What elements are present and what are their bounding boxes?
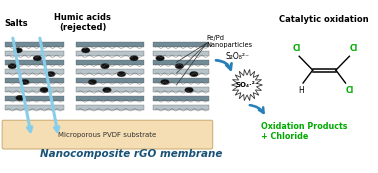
Bar	[76, 96, 144, 101]
Text: Cl: Cl	[293, 44, 301, 53]
Ellipse shape	[46, 71, 55, 77]
Ellipse shape	[161, 79, 169, 85]
Ellipse shape	[175, 63, 184, 69]
Bar	[76, 42, 144, 47]
Ellipse shape	[88, 79, 97, 85]
Bar	[76, 51, 144, 56]
Bar	[5, 42, 64, 47]
Bar	[76, 87, 144, 92]
Ellipse shape	[15, 95, 24, 101]
Ellipse shape	[40, 87, 48, 93]
Polygon shape	[232, 69, 262, 101]
Text: Humic acids
(rejected): Humic acids (rejected)	[54, 13, 111, 32]
Bar	[153, 51, 209, 56]
Text: Salts: Salts	[5, 19, 28, 28]
Bar	[5, 105, 64, 110]
Bar	[76, 69, 144, 74]
Bar	[5, 69, 64, 74]
Ellipse shape	[101, 63, 109, 69]
Text: Nanocomposite rGO membrane: Nanocomposite rGO membrane	[40, 149, 222, 159]
Bar	[153, 96, 209, 101]
Bar	[153, 69, 209, 74]
Ellipse shape	[117, 71, 126, 77]
FancyBboxPatch shape	[2, 120, 213, 149]
Ellipse shape	[189, 71, 198, 77]
Ellipse shape	[33, 56, 42, 61]
Ellipse shape	[8, 63, 17, 69]
Bar	[153, 87, 209, 92]
Text: S₂O₈²⁻: S₂O₈²⁻	[226, 52, 250, 61]
Text: Microporous PVDF substrate: Microporous PVDF substrate	[58, 132, 156, 138]
Bar	[76, 60, 144, 65]
Ellipse shape	[185, 87, 194, 93]
Bar	[153, 60, 209, 65]
Ellipse shape	[156, 56, 164, 61]
Bar	[153, 105, 209, 110]
Text: Oxidation Products
+ Chloride: Oxidation Products + Chloride	[262, 122, 348, 141]
Text: H: H	[298, 86, 304, 95]
Bar	[76, 78, 144, 83]
Ellipse shape	[102, 87, 111, 93]
Bar	[5, 60, 64, 65]
Bar	[76, 105, 144, 110]
Ellipse shape	[20, 79, 29, 85]
Text: Catalytic oxidation: Catalytic oxidation	[279, 15, 369, 24]
Bar	[5, 78, 64, 83]
Ellipse shape	[14, 48, 22, 53]
Text: Cl: Cl	[345, 86, 353, 95]
Ellipse shape	[81, 48, 90, 53]
Bar	[5, 87, 64, 92]
Text: Fe/Pd
Nanoparticles: Fe/Pd Nanoparticles	[206, 35, 253, 48]
Bar	[153, 42, 209, 47]
Bar	[5, 51, 64, 56]
Text: Cl: Cl	[349, 44, 357, 53]
Ellipse shape	[130, 56, 138, 61]
Text: SO₄·²⁻: SO₄·²⁻	[235, 82, 259, 88]
Bar	[153, 78, 209, 83]
Bar	[5, 96, 64, 101]
